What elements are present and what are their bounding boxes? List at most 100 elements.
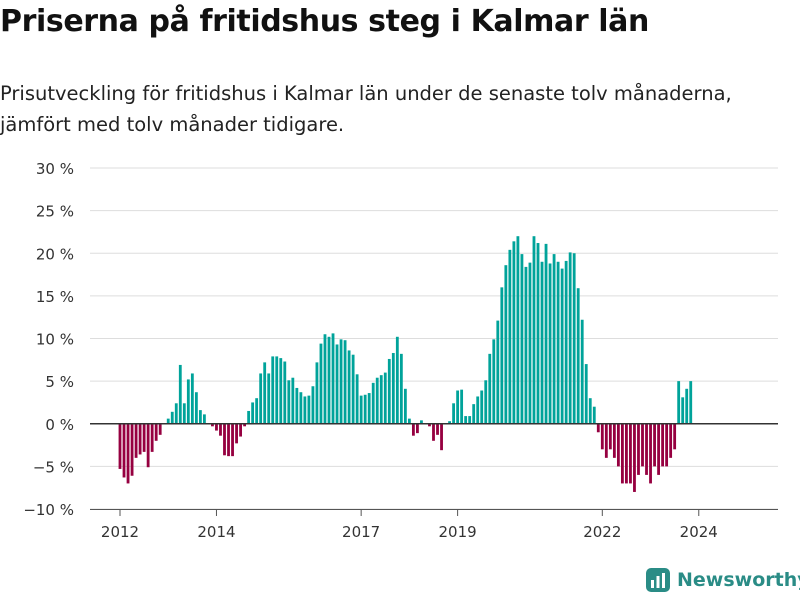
bar (247, 410, 251, 424)
bar (637, 423, 640, 475)
chart-title: Priserna på fritidshus steg i Kalmar län (0, 4, 649, 39)
bar (186, 379, 190, 424)
bar (295, 387, 299, 424)
y-tick-label: 25 % (36, 203, 74, 221)
annotation-label: 5 % (725, 0, 755, 4)
bar (584, 364, 588, 424)
bar (677, 381, 681, 424)
bar (343, 340, 347, 424)
bar (211, 423, 214, 427)
bar (182, 403, 186, 424)
bar (399, 353, 403, 424)
bar (568, 252, 572, 424)
bar (432, 423, 435, 441)
bar (194, 392, 198, 424)
bar (657, 423, 660, 475)
newsworthy-logo-icon (646, 568, 670, 592)
bar (271, 356, 275, 424)
bar (170, 411, 174, 424)
bar (681, 397, 685, 424)
bar (166, 418, 170, 424)
bar (468, 416, 472, 424)
bar (548, 263, 552, 424)
y-tick-label: 5 % (45, 373, 74, 391)
bar (552, 254, 556, 424)
bar (524, 266, 528, 424)
bar (689, 381, 693, 424)
bar (448, 421, 451, 424)
bar (403, 388, 407, 424)
bar (327, 336, 331, 424)
bar (604, 423, 608, 458)
bar (279, 358, 283, 424)
bar (311, 386, 315, 424)
bar (275, 356, 279, 424)
labels: −10 % −5 % 0 % 5 % 10 % 15 % 20 % 25 % 30 % 2012 2… (23, 0, 755, 541)
bar (259, 373, 263, 424)
bar (673, 423, 677, 450)
bar (158, 423, 162, 435)
bar (685, 388, 689, 424)
bar (138, 423, 142, 455)
bar (653, 423, 656, 467)
bar (130, 423, 134, 476)
bar (520, 254, 524, 424)
bar (367, 393, 371, 424)
bar (452, 403, 456, 424)
bar (496, 320, 500, 424)
bar (215, 423, 218, 431)
bar (287, 380, 291, 424)
bar (528, 262, 532, 424)
bar (118, 423, 122, 469)
bar (540, 261, 544, 424)
y-tick-label: 10 % (36, 331, 74, 349)
bar (612, 423, 616, 458)
bar (536, 243, 540, 424)
bar (335, 344, 339, 424)
bar (154, 423, 158, 441)
bar (512, 241, 516, 424)
y-tick-label: 0 % (45, 416, 74, 434)
bar (436, 423, 439, 435)
bar (239, 423, 242, 437)
x-tick-label: 2012 (101, 523, 139, 541)
bar (476, 396, 480, 424)
bar (395, 336, 399, 424)
bar (178, 364, 182, 424)
gridlines (90, 167, 778, 510)
bar (588, 398, 592, 424)
bar (122, 423, 126, 478)
bar (263, 362, 267, 424)
y-tick-label: 20 % (36, 245, 74, 263)
bar (416, 423, 419, 434)
bar (202, 414, 206, 424)
bars (118, 236, 693, 492)
bar (150, 423, 154, 452)
bar (464, 416, 468, 424)
newsworthy-logo: Newsworthy (645, 567, 800, 593)
bar (142, 423, 146, 452)
bar (420, 420, 423, 424)
bar (600, 423, 604, 450)
bar (331, 333, 335, 424)
bar (580, 319, 584, 424)
bar (351, 354, 355, 424)
bar (564, 260, 568, 424)
bar (616, 423, 620, 467)
bar (251, 402, 255, 424)
bar (428, 423, 431, 427)
bar (307, 395, 311, 424)
bar (339, 339, 343, 424)
bar (223, 423, 226, 456)
bar (371, 382, 375, 424)
y-tick-label: −10 % (23, 501, 74, 519)
bar (508, 249, 512, 424)
bar (472, 404, 476, 424)
bar (267, 373, 271, 424)
bar (669, 423, 673, 458)
bar (375, 377, 379, 424)
bar (407, 418, 411, 424)
axes (90, 422, 778, 516)
bar (629, 423, 632, 484)
bar (440, 423, 443, 451)
